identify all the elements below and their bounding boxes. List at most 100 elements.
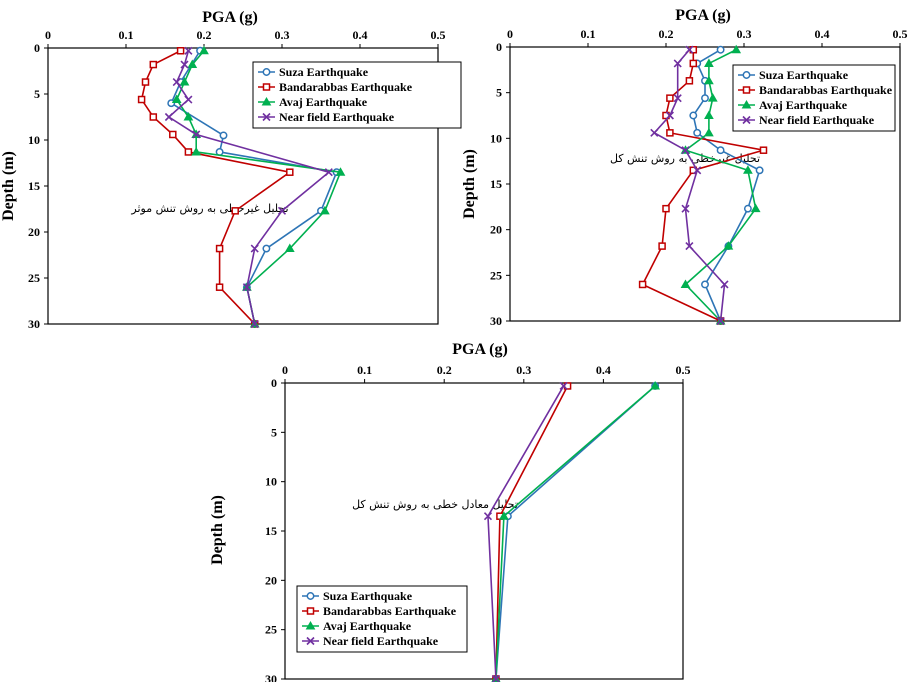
y-tick-label: 25 [490, 268, 502, 282]
legend-marker [306, 636, 315, 646]
data-point [673, 59, 682, 68]
data-point [187, 59, 198, 69]
series-2 [492, 382, 572, 682]
legend-label: Suza Earthquake [323, 589, 413, 603]
data-point [192, 130, 201, 139]
data-point [707, 93, 718, 102]
x-tick-label: 0 [282, 363, 288, 377]
data-point [750, 203, 761, 213]
y-tick-label: 5 [271, 425, 277, 439]
data-point [284, 243, 295, 253]
x-tick-label: 0.3 [516, 363, 531, 377]
legend-marker [306, 607, 315, 615]
legend-marker [262, 112, 271, 122]
y-tick-label: 0 [496, 40, 502, 54]
data-point [665, 111, 674, 120]
data-point [231, 207, 239, 215]
legend-marker [261, 96, 272, 106]
x-axis-title: PGA (g) [202, 9, 258, 26]
data-point [320, 205, 330, 215]
data-point [689, 59, 698, 68]
series-line [170, 50, 338, 325]
y-tick-label: 15 [265, 524, 277, 538]
x-tick-label: 0.4 [815, 27, 830, 41]
x-tick-label: 0.2 [437, 363, 452, 377]
data-point [169, 130, 177, 139]
x-axis-title: PGA (g) [675, 7, 731, 24]
legend-label: Near field Earthquake [279, 110, 395, 124]
x-axis-title: PGA (g) [452, 341, 508, 358]
data-point [242, 283, 251, 292]
y-tick-label: 0 [271, 376, 277, 390]
legend-label: Near field Earthquake [323, 634, 439, 648]
data-point [219, 131, 228, 140]
data-point [184, 46, 193, 55]
data-point [180, 60, 189, 69]
data-point [250, 319, 259, 329]
data-point [704, 127, 714, 137]
y-tick-label: 10 [265, 475, 277, 489]
y-tick-label: 0 [34, 41, 40, 55]
data-point [277, 206, 287, 215]
data-point [689, 111, 698, 120]
data-point [499, 511, 509, 520]
data-point [262, 244, 271, 253]
x-tick-label: 0.5 [676, 363, 691, 377]
x-tick-label: 0.2 [197, 28, 212, 42]
series-4 [650, 45, 729, 326]
data-point [662, 204, 670, 213]
data-point [250, 244, 259, 253]
data-point [743, 165, 753, 174]
y-axis-title: Depth (m) [461, 149, 478, 219]
data-point [704, 110, 714, 119]
data-point [191, 146, 202, 156]
legend-label: Suza Earthquake [279, 65, 369, 79]
series-3 [491, 380, 661, 682]
data-point [137, 95, 146, 104]
x-tick-label: 0.4 [353, 28, 368, 42]
y-tick-label: 25 [265, 623, 277, 637]
data-point [681, 146, 690, 155]
chart-panel-3: 0 0.1 0.2 0.3 0.4 0.5 0 5 10 15 20 25 30 PGA (g) Depth… [209, 341, 691, 682]
data-point [716, 146, 725, 155]
data-point [215, 244, 224, 253]
legend-marker [742, 71, 751, 79]
legend-marker [306, 592, 315, 600]
data-point [559, 381, 568, 391]
x-tick-label: 0.5 [431, 28, 446, 42]
y-axis-title: Depth (m) [0, 151, 17, 221]
chart-panel-1: 0 0.1 0.2 0.3 0.4 0.5 0 5 10 15 20 25 30 PGA (g) Depth… [0, 9, 462, 331]
data-point [650, 128, 659, 137]
data-point [335, 167, 346, 176]
x-tick-label: 0.1 [581, 27, 596, 41]
legend-label: Avaj Earthquake [279, 95, 368, 109]
y-tick-label: 10 [28, 133, 40, 147]
data-point [666, 94, 674, 102]
data-point [183, 111, 194, 121]
data-point [650, 380, 661, 390]
legend-label: Bandarabbas Earthquake [323, 604, 457, 618]
x-tick-label: 0 [507, 27, 513, 41]
series-line [495, 385, 656, 680]
data-point [666, 129, 674, 137]
legend-marker [262, 68, 271, 76]
data-point [324, 168, 333, 177]
data-point [184, 95, 193, 104]
data-point [149, 113, 158, 121]
legend-label: Avaj Earthquake [759, 98, 848, 112]
data-point [693, 128, 702, 137]
data-point [720, 280, 729, 289]
series-4 [483, 381, 568, 682]
x-tick-label: 0.2 [659, 27, 674, 41]
y-axis-title: Depth (m) [209, 495, 226, 565]
data-point [141, 78, 150, 86]
y-tick-label: 25 [28, 271, 40, 285]
x-tick-label: 0.5 [893, 27, 908, 41]
data-point [704, 58, 714, 67]
data-point [673, 94, 682, 103]
x-tick-label: 0 [45, 28, 51, 42]
legend-label: Suza Earthquake [759, 68, 849, 82]
panel-annotation: تحلیل غیرخطی به روش تنش موثر [130, 202, 288, 215]
